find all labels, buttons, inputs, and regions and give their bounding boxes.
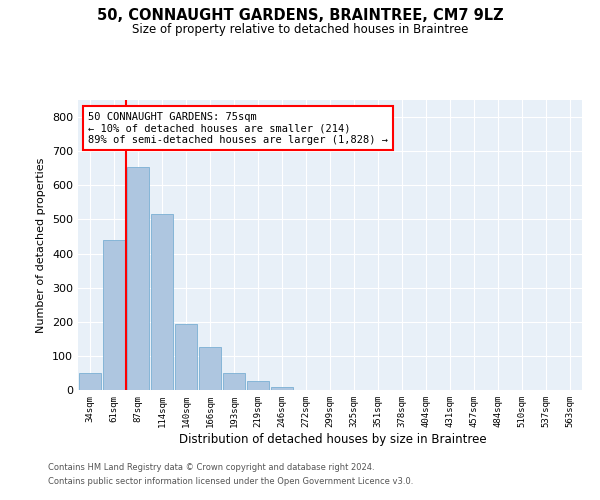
Text: Contains HM Land Registry data © Crown copyright and database right 2024.: Contains HM Land Registry data © Crown c… <box>48 464 374 472</box>
Bar <box>223 373 245 390</box>
Y-axis label: Number of detached properties: Number of detached properties <box>37 158 46 332</box>
Text: Contains public sector information licensed under the Open Government Licence v3: Contains public sector information licen… <box>48 477 413 486</box>
Text: Distribution of detached houses by size in Braintree: Distribution of detached houses by size … <box>179 432 487 446</box>
Bar <box>247 382 269 390</box>
Bar <box>175 324 197 390</box>
Bar <box>271 386 293 390</box>
Bar <box>79 373 101 390</box>
Bar <box>199 348 221 390</box>
Text: 50, CONNAUGHT GARDENS, BRAINTREE, CM7 9LZ: 50, CONNAUGHT GARDENS, BRAINTREE, CM7 9L… <box>97 8 503 22</box>
Bar <box>127 166 149 390</box>
Bar <box>103 240 125 390</box>
Bar <box>151 214 173 390</box>
Text: 50 CONNAUGHT GARDENS: 75sqm
← 10% of detached houses are smaller (214)
89% of se: 50 CONNAUGHT GARDENS: 75sqm ← 10% of det… <box>88 112 388 145</box>
Text: Size of property relative to detached houses in Braintree: Size of property relative to detached ho… <box>132 22 468 36</box>
